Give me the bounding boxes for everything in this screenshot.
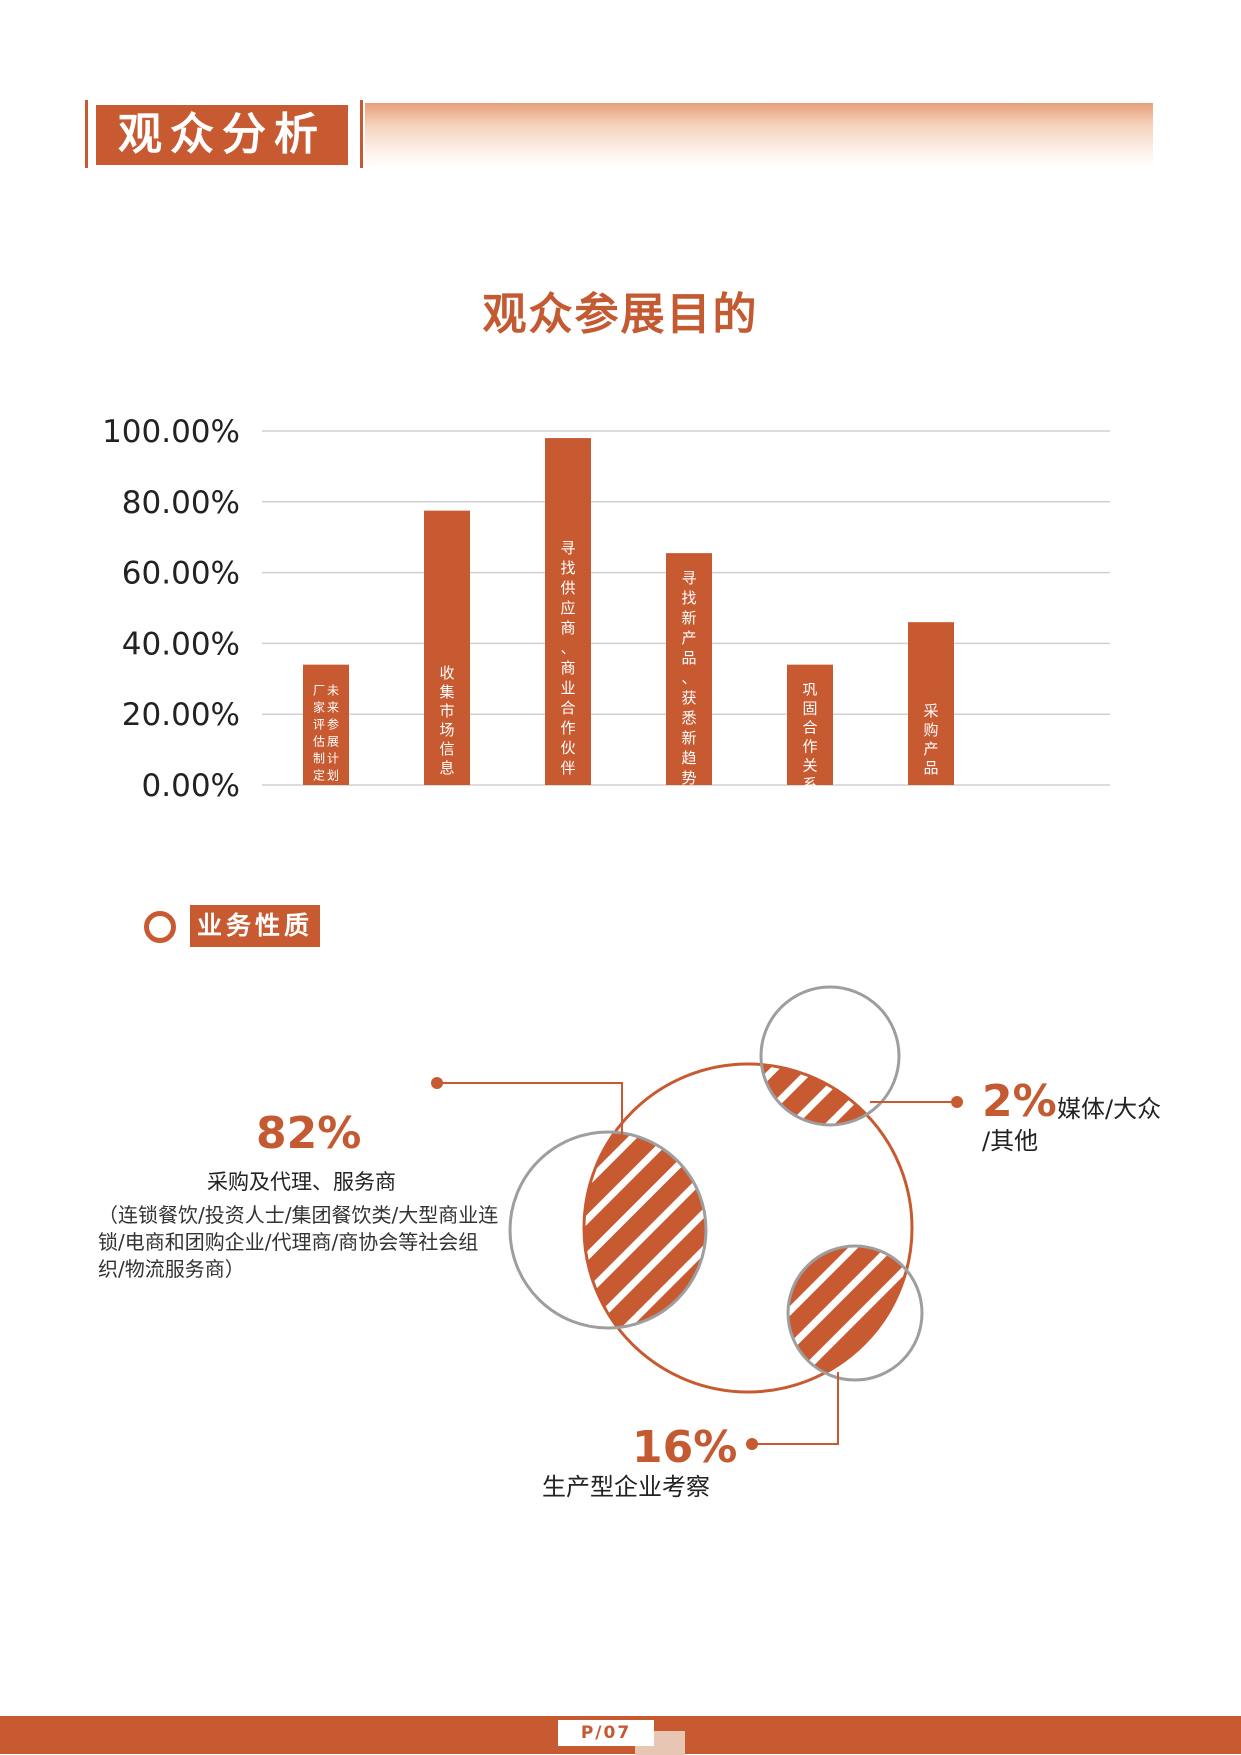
bar-chart: 0.00% 20.00% 40.00% 60.00% 80.00% 100.00% 未来参展… [102,414,1110,804]
ring-icon [144,911,176,943]
bar [545,438,591,785]
label-82: 采购及代理、服务商 [207,1170,396,1194]
label-2-line2: /其他 [982,1127,1039,1155]
leader-line-16 [752,1372,839,1445]
y-tick-label: 20.00% [122,697,240,733]
intersection-left [584,1132,706,1328]
bar [666,553,712,785]
bar-label: 未来参展计划 [327,684,339,783]
bar-label: 寻找供应商、商业合作伙伴 [560,539,575,777]
bar [787,664,833,785]
section-subtitle: 业务性质 [190,905,320,947]
leader-dot-16 [746,1438,758,1450]
bar [424,510,470,785]
y-tick-label: 60.00% [122,556,240,592]
leader-dot-82 [431,1077,443,1089]
detail-82-line: 锁/电商和团购企业/代理商/商协会等社会组 [98,1230,479,1254]
banner-gradient [365,103,1153,167]
percent-16: 16% [632,1422,738,1473]
y-tick-label: 100.00% [102,414,240,450]
y-tick-label: 80.00% [122,485,240,521]
bar-label: 巩固合作关系 [802,681,817,794]
y-tick-label: 0.00% [142,768,240,804]
percent-2: 2% [982,1076,1057,1127]
bar-label: 收集市场信息 [439,664,454,777]
y-tick-label: 40.00% [122,626,240,662]
percent-82: 82% [256,1108,362,1159]
section-title: 观众分析 [96,105,348,165]
bar-label: 采购产品 [923,702,938,777]
main-circle [582,1062,914,1394]
bar-label: 厂家评估制定 [313,684,325,783]
banner-frame [85,100,363,168]
business-diagram [431,985,963,1450]
bar [908,622,954,785]
detail-82-line: 织/物流服务商） [98,1257,245,1281]
bottom-circle [786,1244,924,1382]
detail-82: （连锁餐饮/投资人士/集团餐饮类/大型商业连 锁/电商和团购企业/代理商/商协会… [98,1202,518,1283]
page-number: P/07 [558,1720,654,1746]
label-16: 生产型企业考察 [542,1473,710,1501]
bar-label: 寻找新产品、获悉新趋势 [681,569,696,787]
left-circle [508,1130,708,1330]
chart-title: 观众参展目的 [482,289,759,340]
leader-line-82 [437,1082,623,1140]
detail-82-line: （连锁餐饮/投资人士/集团餐饮类/大型商业连 [98,1203,499,1227]
header-banner: 观众分析 [85,100,1153,170]
label-2-line1: 媒体/大众 [1057,1095,1162,1123]
top-circle [759,985,901,1127]
bar [303,664,349,785]
leader-dot-2 [951,1096,963,1108]
footer-bar: P/07 [0,1716,1241,1755]
